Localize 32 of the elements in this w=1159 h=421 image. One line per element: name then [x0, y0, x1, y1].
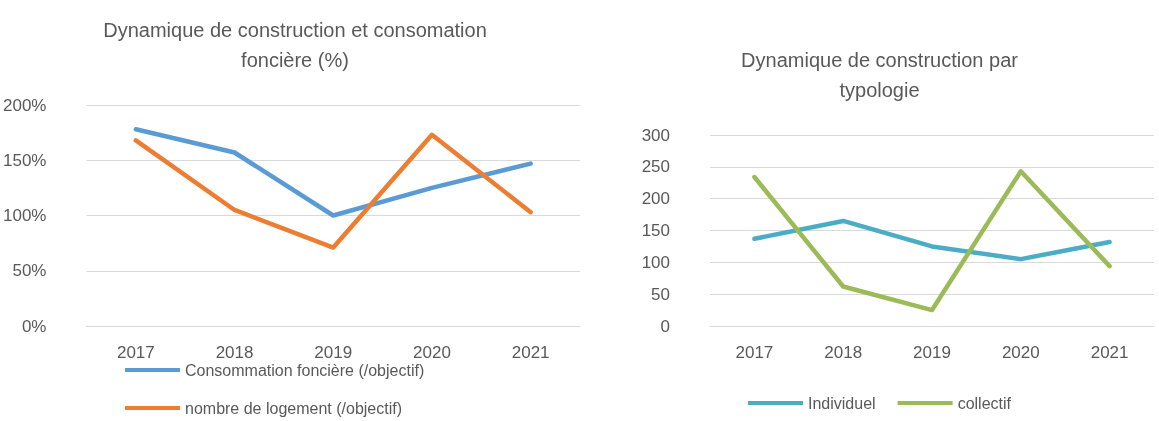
line-series — [133, 132, 533, 250]
y-tick-label: 50% — [12, 261, 47, 281]
x-tick-label: 2019 — [913, 343, 951, 362]
x-tick-label: 2021 — [511, 343, 550, 362]
x-tick-label: 2019 — [314, 343, 353, 362]
x-tick-label: 2020 — [413, 343, 451, 362]
y-tick-label: 150 — [641, 221, 670, 240]
x-tick-label: 2017 — [116, 343, 155, 362]
y-tick-label: 200% — [3, 95, 47, 115]
line-series — [752, 169, 1112, 313]
x-tick-label: 2017 — [735, 343, 774, 362]
y-tick-label: 100 — [641, 252, 670, 272]
y-tick-label: 200 — [641, 189, 670, 209]
y-tick-label: 0% — [21, 316, 47, 336]
legend-label: nombre de logement (/objectif) — [185, 399, 402, 417]
x-tick-label: 2018 — [824, 343, 863, 362]
y-tick-label: 150% — [3, 150, 47, 170]
chart-title: Dynamique de construction par typologie — [741, 49, 1019, 101]
x-tick-label: 2020 — [1001, 343, 1040, 362]
y-tick-label: 0 — [660, 316, 670, 336]
y-tick-label: 50 — [651, 284, 670, 304]
line-series — [752, 218, 1112, 262]
line-series — [133, 127, 533, 218]
x-tick-label: 2021 — [1090, 343, 1129, 362]
legend-label: collectif — [957, 394, 1012, 412]
legend-label: Consommation foncière (/objectif) — [185, 361, 425, 379]
chart-title: Dynamique de construction et consomation foncière (%) — [103, 19, 487, 71]
y-tick-label: 300 — [641, 125, 670, 145]
y-tick-label: 100% — [3, 206, 47, 225]
x-tick-label: 2018 — [215, 343, 254, 362]
y-tick-label: 250 — [641, 157, 670, 177]
legend-label: Individuel — [808, 394, 876, 412]
